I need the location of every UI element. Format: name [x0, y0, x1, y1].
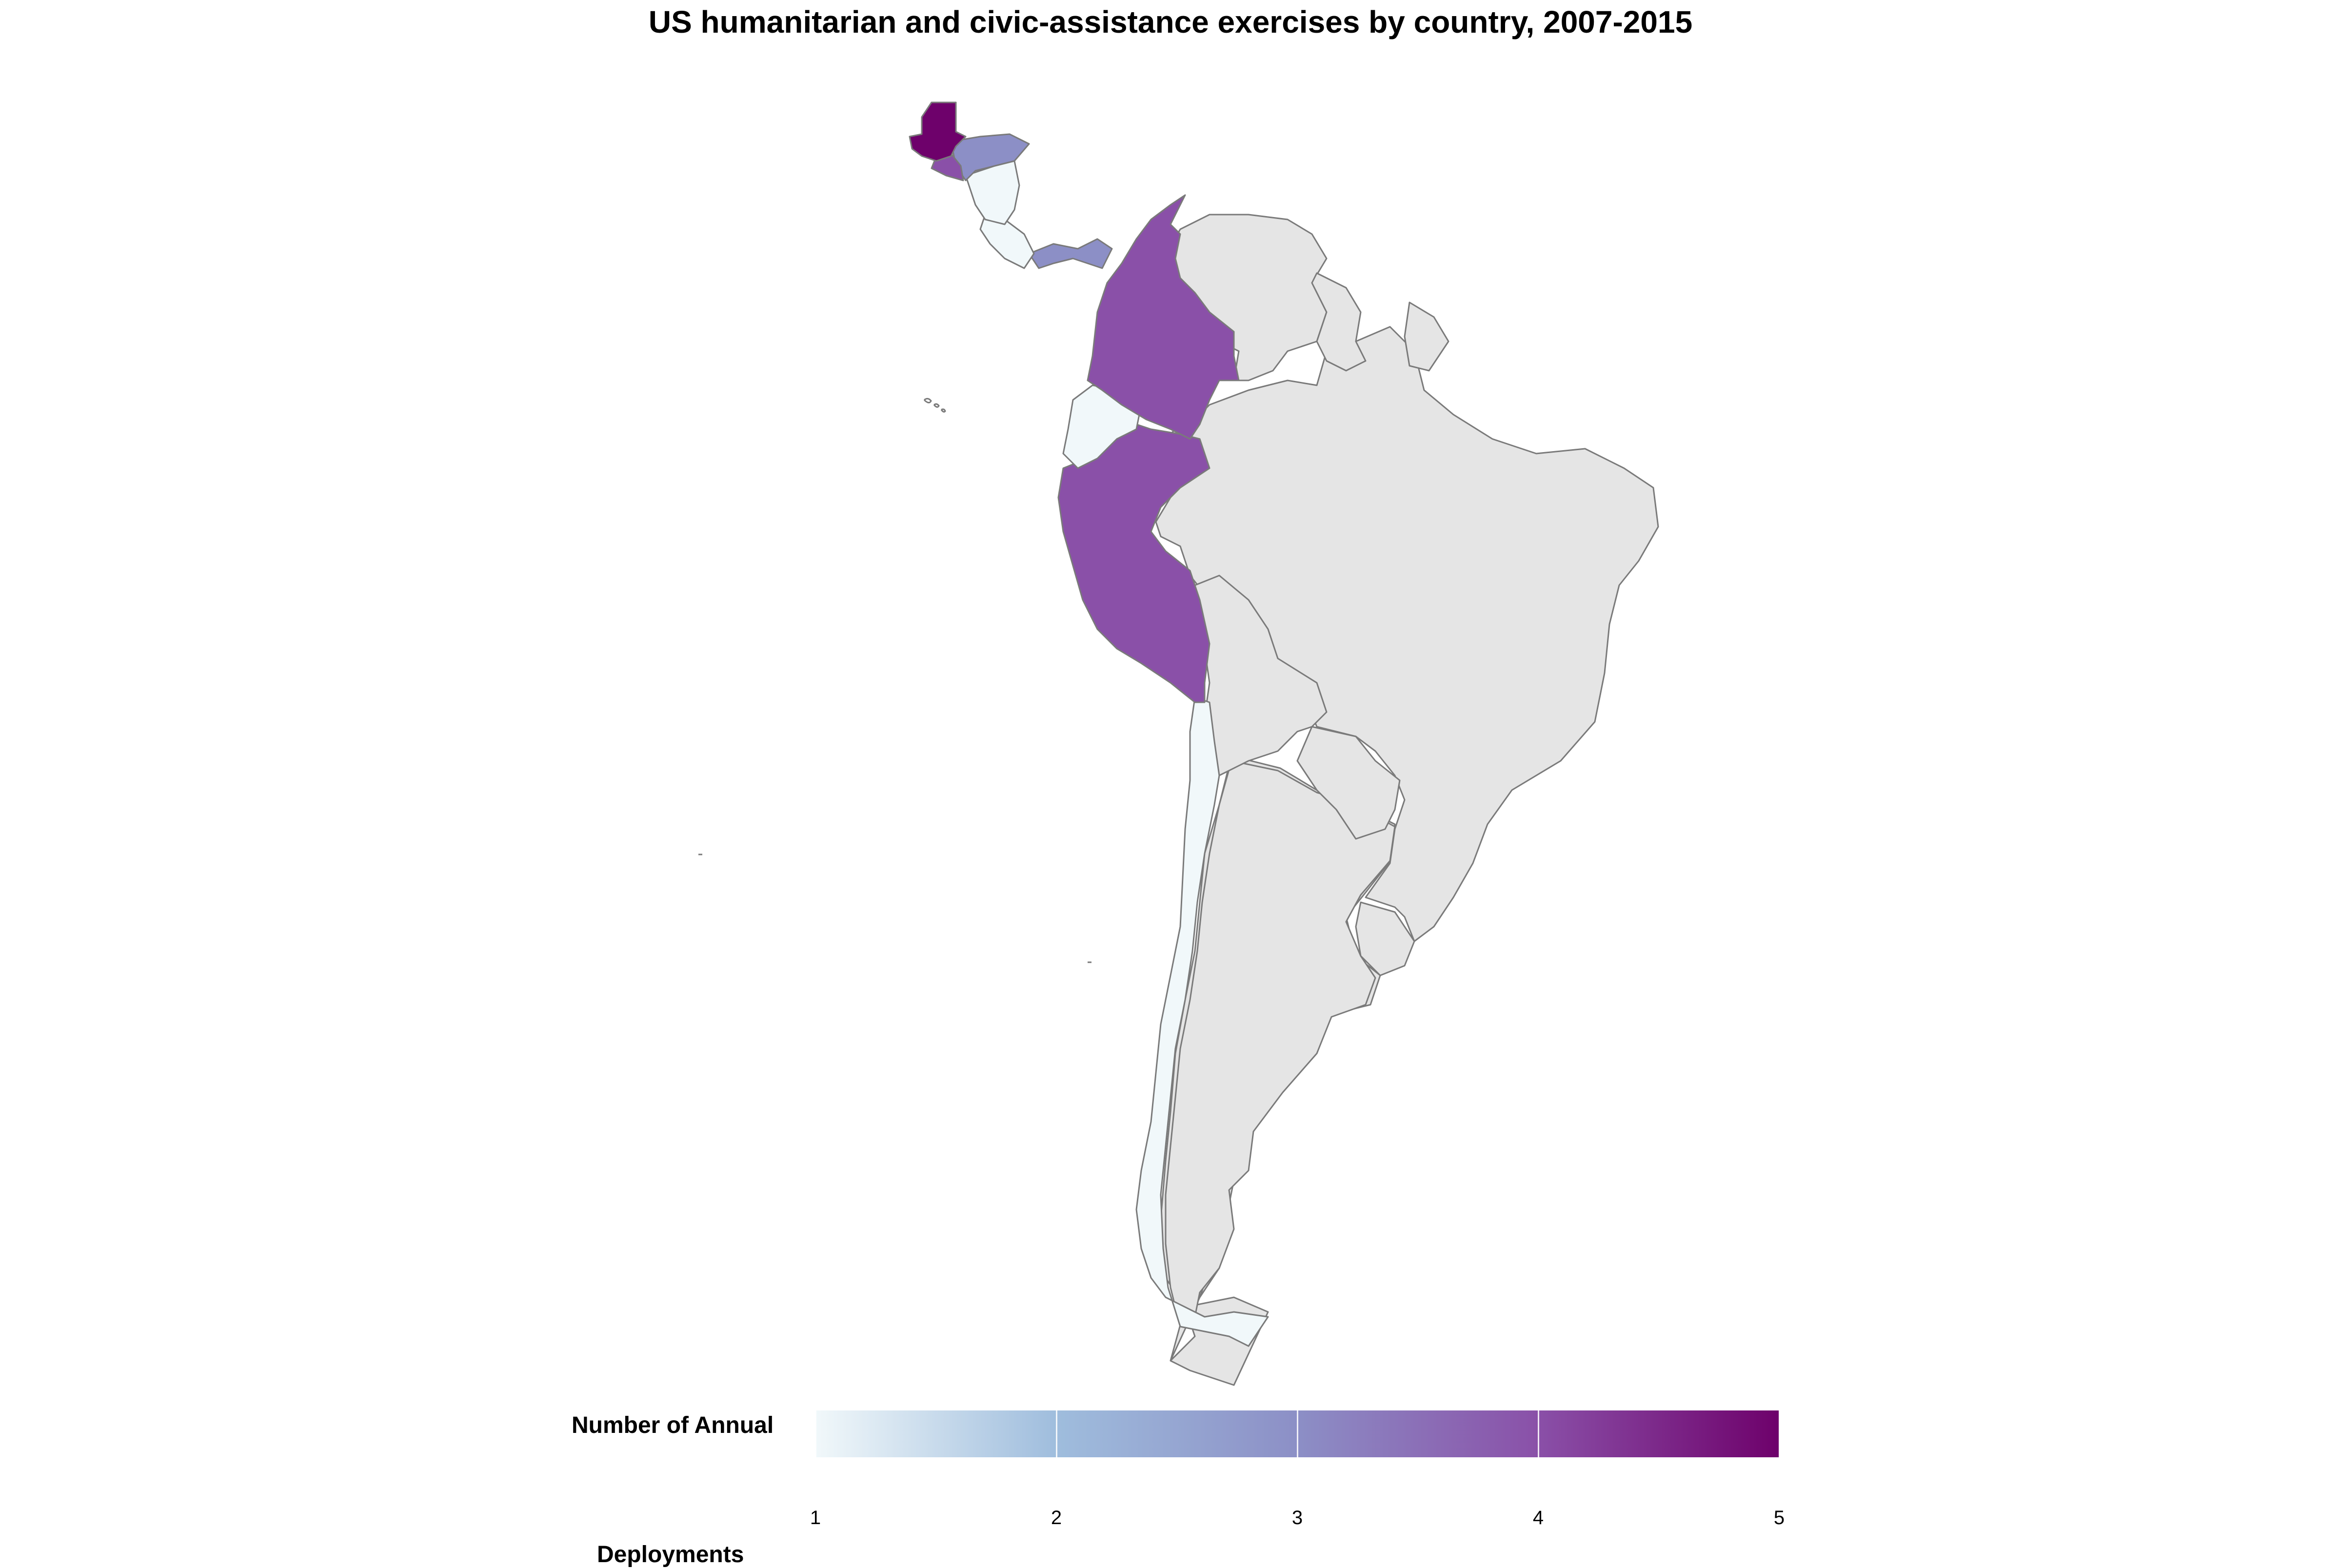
country-brazil: [1155, 326, 1659, 942]
legend-title-line1: Number of Annual: [572, 1412, 774, 1438]
legend-tick-mark: [1779, 1410, 1780, 1457]
map-title: US humanitarian and civic-assistance exe…: [648, 4, 1693, 40]
country-argentina-mainland: [1165, 760, 1396, 1328]
country-paraguay: [1296, 726, 1401, 840]
country-chile: [1135, 696, 1269, 1347]
legend-tick-mark: [1056, 1410, 1057, 1457]
legend-tick-label: 4: [1532, 1507, 1544, 1528]
legend-tick-label: 2: [1051, 1507, 1062, 1528]
legend-tick-mark: [815, 1410, 816, 1457]
legend-tick-label: 3: [1291, 1507, 1303, 1528]
legend-tick-label: 5: [1773, 1507, 1785, 1528]
legend-title-line2: Deployments: [597, 1542, 744, 1568]
island-galapagos: [923, 397, 946, 413]
country-costa-rica: [979, 214, 1035, 269]
legend-tick-mark: [1297, 1410, 1298, 1457]
country-guatemala: [909, 101, 967, 162]
legend-tick-label: 1: [810, 1507, 821, 1528]
country-peru: [1057, 418, 1210, 703]
legend-tick-mark: [1538, 1410, 1539, 1457]
country-colombia: [1087, 194, 1240, 440]
country-french-guiana: [1404, 301, 1449, 372]
country-uruguay: [1355, 901, 1415, 976]
country-panama: [1028, 238, 1113, 269]
country-guyana: [1311, 272, 1367, 372]
